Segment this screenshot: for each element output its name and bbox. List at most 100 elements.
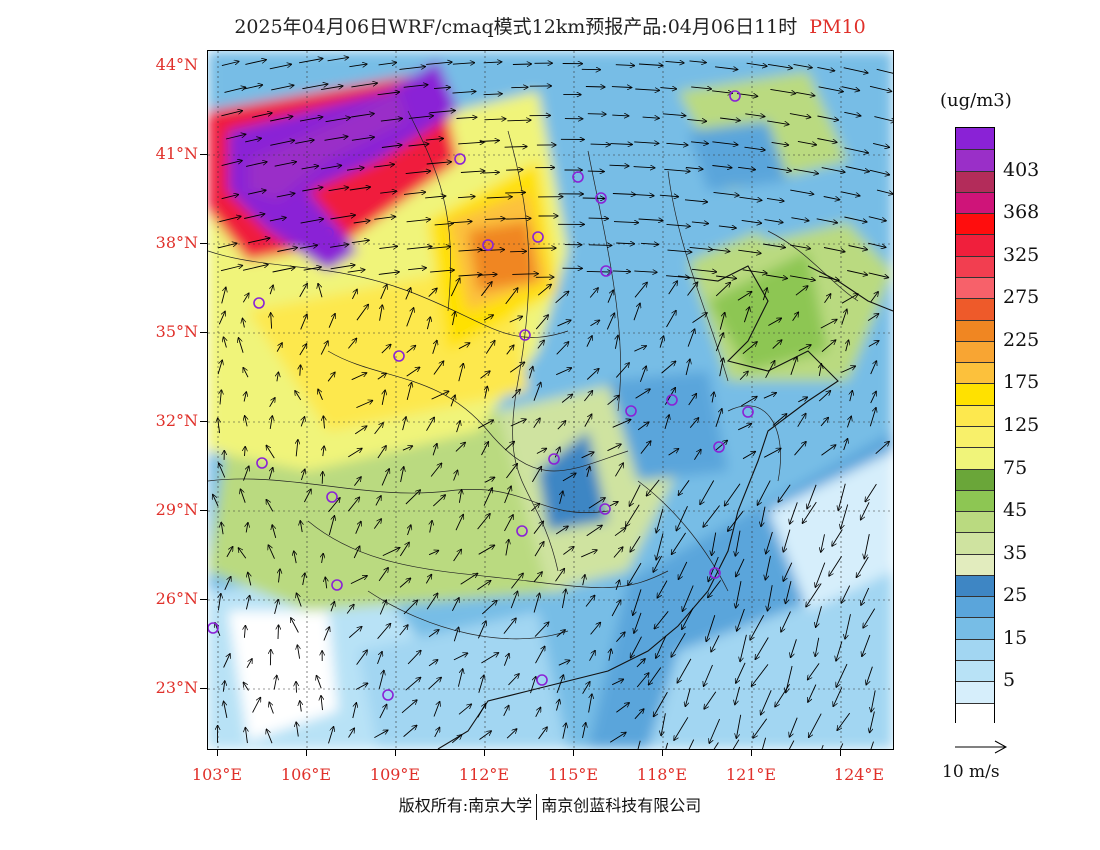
wind-vector	[778, 484, 791, 502]
wind-vector	[738, 167, 755, 169]
wind-vector	[797, 414, 806, 427]
wind-vector	[736, 662, 746, 683]
wind-vector	[299, 284, 307, 298]
lat-label-32n: 32°N	[155, 411, 198, 430]
wind-vector	[221, 288, 226, 304]
wind-vector	[270, 285, 273, 295]
wind-vector	[868, 216, 886, 221]
wind-vector	[355, 522, 361, 534]
wind-vector	[351, 83, 377, 88]
wind-vector	[612, 679, 623, 686]
wind-vector	[267, 730, 273, 744]
wind-vector	[654, 611, 669, 628]
wind-vector	[689, 61, 706, 63]
pollutant-species: PM10	[809, 16, 866, 38]
legend-swatch	[956, 234, 994, 256]
wind-vector	[758, 480, 771, 505]
wind-vector	[611, 600, 621, 617]
wind-vector	[432, 495, 445, 507]
wind-vector	[664, 415, 669, 430]
station-marker	[454, 153, 466, 165]
wind-vector	[485, 341, 494, 354]
wind-vector	[479, 731, 492, 740]
wind-vector	[504, 442, 514, 451]
legend-tick-label: 175	[1003, 371, 1040, 394]
wind-vector	[479, 141, 499, 142]
wind-reference-label: 10 m/s	[942, 762, 1000, 782]
wind-vector	[582, 723, 586, 739]
wind-vector	[609, 165, 629, 166]
wind-vector	[764, 220, 783, 223]
wind-vector	[768, 585, 773, 610]
wind-vector	[374, 730, 387, 738]
wind-vector	[426, 162, 451, 164]
legend-tick-label: 25	[1003, 584, 1028, 607]
wind-vector	[634, 346, 646, 352]
wind-vector	[687, 282, 698, 296]
wind-vector	[819, 364, 821, 376]
wind-vector	[534, 622, 549, 637]
copyright-text: 版权所有:南京大学	[398, 796, 533, 815]
wind-vector	[425, 575, 431, 584]
wind-vector	[608, 502, 618, 507]
wind-vector	[738, 424, 751, 431]
wind-vector	[274, 600, 279, 615]
wind-vector	[351, 373, 367, 381]
wind-vector	[636, 659, 645, 668]
wind-vector	[765, 555, 771, 580]
wind-vector	[737, 94, 757, 97]
wind-vector	[480, 371, 490, 379]
wind-vector	[456, 421, 461, 433]
wind-vector	[660, 336, 663, 348]
lon-tick	[484, 749, 485, 756]
wind-vector	[243, 466, 249, 481]
wind-vector	[323, 627, 330, 641]
wind-vector	[821, 167, 845, 173]
wind-vector	[327, 373, 335, 382]
wind-vector	[505, 218, 531, 219]
lat-label-38n: 38°N	[155, 233, 198, 252]
wind-vector	[451, 598, 459, 612]
wind-vector	[709, 718, 721, 743]
wind-vector	[841, 310, 847, 325]
wind-vector	[775, 683, 790, 707]
wind-vector	[302, 84, 327, 90]
wind-vector	[865, 483, 877, 501]
wind-vector	[433, 87, 450, 88]
wind-vector	[401, 700, 417, 714]
wind-vector	[242, 265, 268, 271]
wind-vector	[299, 344, 307, 356]
wind-vector	[609, 649, 611, 661]
wind-vector	[844, 216, 866, 222]
wind-vector	[303, 573, 305, 586]
wind-vector	[456, 117, 477, 118]
wind-vector	[743, 307, 749, 323]
wind-vector	[654, 691, 668, 716]
wind-vector	[666, 311, 676, 328]
wind-vector	[276, 193, 295, 198]
wind-vector	[346, 168, 364, 171]
wind-vector	[294, 551, 296, 564]
wind-vector	[382, 390, 385, 405]
wind-vector	[407, 651, 421, 665]
wind-vector	[477, 581, 490, 590]
wind-vector	[246, 596, 249, 610]
wind-vector	[706, 615, 716, 641]
wind-vector	[304, 489, 311, 503]
wind-vector	[243, 85, 262, 90]
wind-vector	[562, 473, 576, 482]
wind-vector	[683, 585, 694, 612]
wind-vector	[427, 317, 430, 330]
lat-label-26n: 26°N	[155, 589, 198, 608]
wind-vector	[789, 113, 811, 118]
wind-vector	[532, 467, 541, 483]
wind-vector	[378, 568, 388, 582]
wind-vector	[821, 445, 836, 456]
wind-vector	[453, 653, 468, 661]
wind-vector	[609, 733, 626, 743]
wind-vector	[380, 305, 383, 321]
wind-vector	[850, 391, 853, 402]
wind-vector	[634, 142, 658, 144]
legend-swatch	[956, 553, 994, 575]
wind-vector	[845, 166, 869, 172]
